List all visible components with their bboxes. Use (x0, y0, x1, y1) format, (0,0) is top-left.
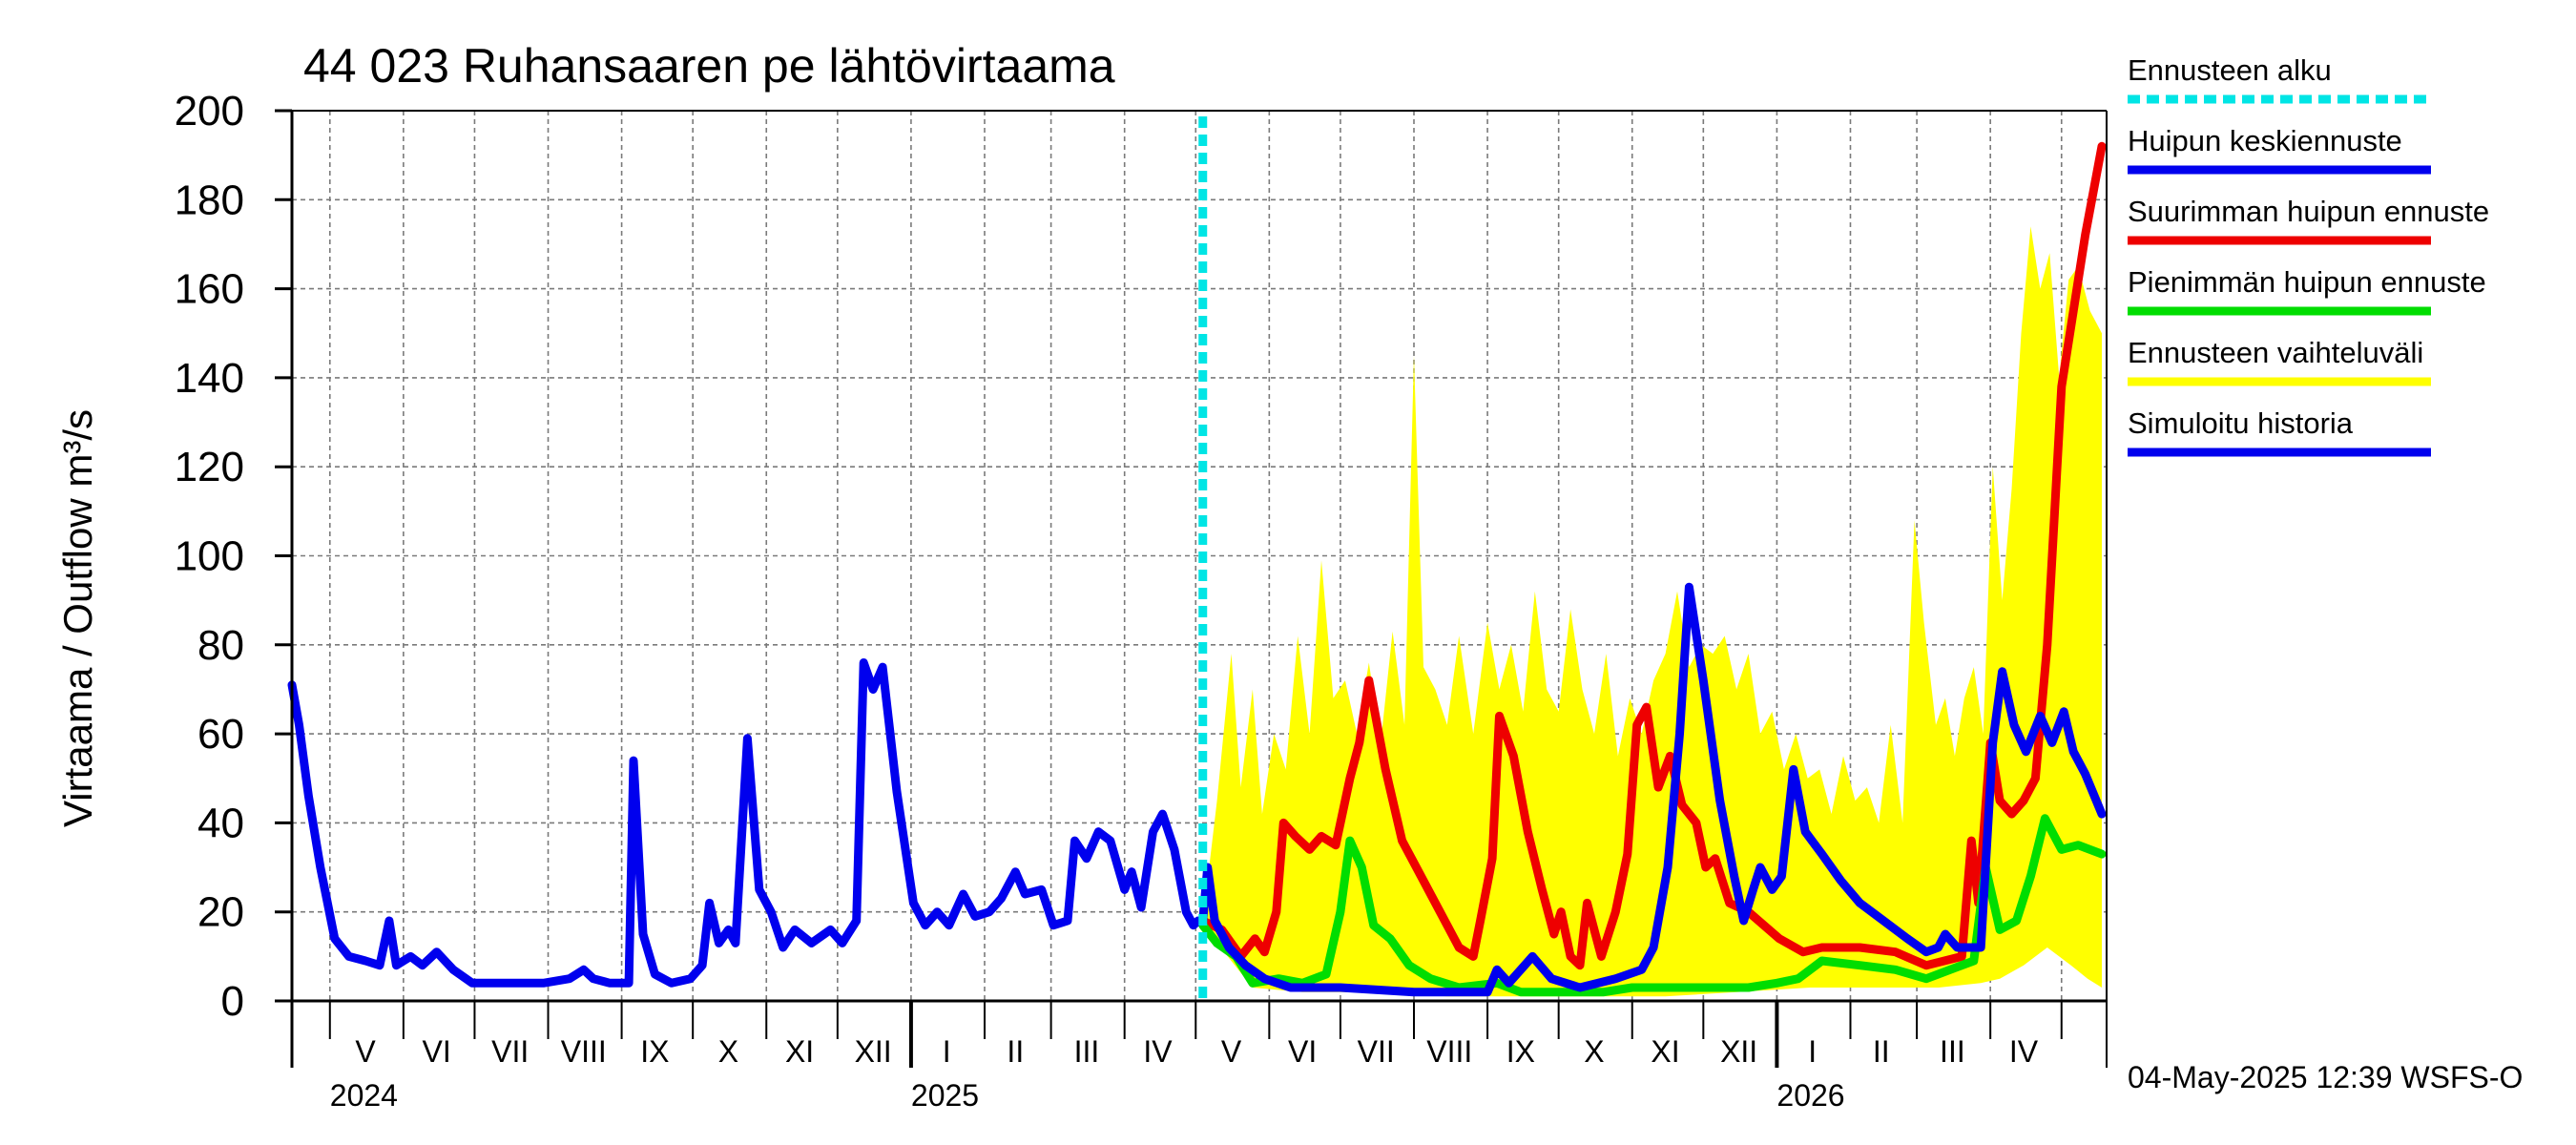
month-label: X (1584, 1034, 1604, 1069)
month-label: IV (2009, 1034, 2039, 1069)
y-tick-label: 200 (175, 88, 244, 135)
month-label: III (1074, 1034, 1100, 1069)
month-label: XI (785, 1034, 814, 1069)
month-label: III (1940, 1034, 1965, 1069)
y-tick-label: 40 (197, 800, 244, 846)
y-tick-label: 0 (221, 978, 244, 1025)
mean-peak-line (1198, 582, 2107, 997)
month-label: I (1808, 1034, 1817, 1069)
timestamp-label: 04-May-2025 12:39 WSFS-O (2128, 1060, 2523, 1094)
month-label: VI (423, 1034, 451, 1069)
year-label: 2025 (911, 1078, 979, 1113)
min-peak-line (1198, 814, 2107, 997)
series-lines (287, 116, 2107, 1001)
y-tick-label: 100 (175, 533, 244, 580)
legend-label: Suurimman huipun ennuste (2128, 195, 2489, 228)
legend-label: Ennusteen vaihteluväli (2128, 336, 2423, 369)
y-tick-label: 120 (175, 444, 244, 490)
month-label: II (1873, 1034, 1890, 1069)
forecast-range-band (1202, 226, 2102, 997)
month-label: IV (1143, 1034, 1173, 1069)
month-label: V (1221, 1034, 1242, 1069)
month-label: XII (855, 1034, 892, 1069)
month-label: VIII (1426, 1034, 1472, 1069)
history-line (287, 658, 1208, 988)
month-label: I (943, 1034, 951, 1069)
y-tick-label: 180 (175, 177, 244, 223)
max-peak-line (1198, 141, 2107, 970)
y-tick-label: 20 (197, 889, 244, 936)
chart-title: 44 023 Ruhansaaren pe lähtövirtaama (303, 39, 1115, 93)
month-label: VIII (561, 1034, 607, 1069)
year-label: 2024 (330, 1078, 398, 1113)
month-label: II (1007, 1034, 1024, 1069)
month-label: VII (1358, 1034, 1395, 1069)
month-label: IX (1506, 1034, 1535, 1069)
y-axis-label: Virtaama / Outflow m³/s (55, 409, 100, 827)
legend-label: Simuloitu historia (2128, 406, 2354, 440)
month-label: XII (1720, 1034, 1757, 1069)
legend-label: Ennusteen alku (2128, 53, 2332, 87)
month-label: V (355, 1034, 376, 1069)
month-label: XI (1651, 1034, 1679, 1069)
legend-label: Huipun keskiennuste (2128, 124, 2402, 157)
legend-label: Pienimmän huipun ennuste (2128, 265, 2486, 299)
month-label: X (718, 1034, 738, 1069)
month-label: VII (491, 1034, 529, 1069)
year-label: 2026 (1776, 1078, 1844, 1113)
month-label: IX (640, 1034, 669, 1069)
legend: Ennusteen alku Huipun keskiennuste Suurimm… (2128, 53, 2489, 457)
y-tick-label: 140 (175, 355, 244, 402)
y-tick-label: 160 (175, 266, 244, 313)
month-label: VI (1288, 1034, 1317, 1069)
y-tick-label: 60 (197, 711, 244, 758)
y-tick-label: 80 (197, 622, 244, 669)
range-band-area (1202, 226, 2102, 997)
